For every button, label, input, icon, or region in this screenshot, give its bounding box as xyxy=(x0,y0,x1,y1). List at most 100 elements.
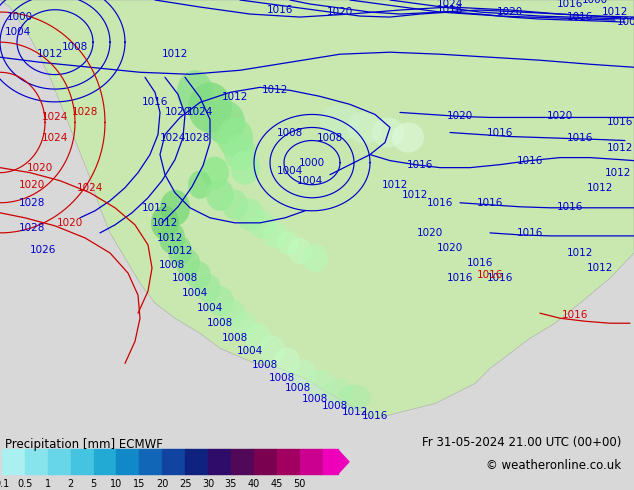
Text: 5: 5 xyxy=(91,479,96,489)
Text: 1012: 1012 xyxy=(342,407,368,416)
Text: 1000: 1000 xyxy=(582,0,608,5)
Text: 1016: 1016 xyxy=(467,258,493,268)
Text: © weatheronline.co.uk: © weatheronline.co.uk xyxy=(486,459,621,472)
Bar xyxy=(25,449,48,474)
Text: 1008: 1008 xyxy=(172,273,198,283)
Bar xyxy=(277,449,300,474)
Text: 1016: 1016 xyxy=(427,198,453,208)
Bar xyxy=(139,449,162,474)
Ellipse shape xyxy=(177,70,213,115)
Ellipse shape xyxy=(219,299,245,327)
Text: 1012: 1012 xyxy=(402,190,428,200)
Text: 1012: 1012 xyxy=(142,203,168,213)
Text: 1012: 1012 xyxy=(37,49,63,59)
Ellipse shape xyxy=(263,222,287,248)
Text: 1016: 1016 xyxy=(362,411,388,420)
Ellipse shape xyxy=(188,82,232,132)
Text: 1012: 1012 xyxy=(262,85,288,96)
Text: 1020: 1020 xyxy=(547,111,573,122)
Text: 1004: 1004 xyxy=(182,288,208,298)
Ellipse shape xyxy=(392,122,424,152)
Text: 1008: 1008 xyxy=(302,393,328,404)
Text: 40: 40 xyxy=(248,479,260,489)
Text: 1008: 1008 xyxy=(269,373,295,384)
Text: 1016: 1016 xyxy=(487,127,513,138)
Text: 1016: 1016 xyxy=(557,0,583,9)
Text: 1012: 1012 xyxy=(607,143,633,152)
Bar xyxy=(2,449,25,474)
Text: 1008: 1008 xyxy=(252,360,278,370)
Ellipse shape xyxy=(159,222,185,254)
Text: 1024: 1024 xyxy=(437,0,463,9)
Text: 1012: 1012 xyxy=(157,233,183,243)
Ellipse shape xyxy=(206,286,234,316)
Ellipse shape xyxy=(231,311,257,339)
Text: 1016: 1016 xyxy=(447,273,473,283)
Ellipse shape xyxy=(236,199,264,231)
Bar xyxy=(254,449,277,474)
Text: 1004: 1004 xyxy=(5,27,31,37)
Bar xyxy=(117,449,139,474)
Text: 1016: 1016 xyxy=(567,12,593,22)
Text: 1016: 1016 xyxy=(562,310,588,320)
Ellipse shape xyxy=(188,171,212,199)
Text: 1012: 1012 xyxy=(587,263,613,273)
Text: 10: 10 xyxy=(110,479,122,489)
Text: 35: 35 xyxy=(225,479,237,489)
Bar xyxy=(162,449,185,474)
Bar xyxy=(208,449,231,474)
Ellipse shape xyxy=(205,100,245,145)
Text: 1016: 1016 xyxy=(607,118,633,127)
Text: Fr 31-05-2024 21.00 UTC (00+00): Fr 31-05-2024 21.00 UTC (00+00) xyxy=(422,437,621,449)
Text: 1012: 1012 xyxy=(152,218,178,228)
Text: 1016: 1016 xyxy=(267,5,293,15)
Text: 1020: 1020 xyxy=(497,7,523,17)
Ellipse shape xyxy=(323,378,353,405)
Ellipse shape xyxy=(206,179,234,211)
Text: 1000: 1000 xyxy=(7,12,33,22)
Text: 0.1: 0.1 xyxy=(0,479,10,489)
Text: 45: 45 xyxy=(271,479,283,489)
Polygon shape xyxy=(0,0,634,418)
Text: 1008: 1008 xyxy=(159,260,185,270)
Text: 0.5: 0.5 xyxy=(17,479,32,489)
Text: 1024: 1024 xyxy=(187,107,213,118)
Text: 1024: 1024 xyxy=(77,183,103,193)
Text: 1004: 1004 xyxy=(197,303,223,313)
Text: 1020: 1020 xyxy=(447,111,473,122)
Text: 1016: 1016 xyxy=(517,228,543,238)
Text: 1008: 1008 xyxy=(207,318,233,328)
Text: 1024: 1024 xyxy=(160,132,186,143)
Ellipse shape xyxy=(306,369,334,397)
Ellipse shape xyxy=(217,118,253,158)
Text: 1028: 1028 xyxy=(19,223,45,233)
Text: 1000: 1000 xyxy=(299,158,325,168)
Text: 1016: 1016 xyxy=(517,156,543,166)
Text: 1016: 1016 xyxy=(142,98,168,107)
Bar xyxy=(94,449,117,474)
Text: 1012: 1012 xyxy=(167,246,193,256)
Text: 1020: 1020 xyxy=(19,180,45,190)
Text: 1024: 1024 xyxy=(42,112,68,122)
Text: 1008: 1008 xyxy=(317,132,343,143)
Text: 25: 25 xyxy=(179,479,191,489)
Ellipse shape xyxy=(230,150,260,185)
Text: 1012: 1012 xyxy=(382,180,408,190)
Text: 1008: 1008 xyxy=(285,384,311,393)
Text: 30: 30 xyxy=(202,479,214,489)
Ellipse shape xyxy=(288,238,312,264)
Text: 1012: 1012 xyxy=(602,7,628,17)
Text: 1012: 1012 xyxy=(587,183,613,193)
Text: 1004: 1004 xyxy=(297,176,323,186)
Text: 20: 20 xyxy=(156,479,169,489)
Polygon shape xyxy=(337,449,349,474)
Text: 1028: 1028 xyxy=(19,198,45,208)
Ellipse shape xyxy=(176,249,200,277)
Bar xyxy=(48,449,70,474)
Bar xyxy=(231,449,254,474)
Text: 1020: 1020 xyxy=(327,7,353,17)
Bar xyxy=(300,449,323,474)
Ellipse shape xyxy=(168,236,192,266)
Text: 1016: 1016 xyxy=(557,202,583,212)
Text: 1012: 1012 xyxy=(605,168,631,178)
